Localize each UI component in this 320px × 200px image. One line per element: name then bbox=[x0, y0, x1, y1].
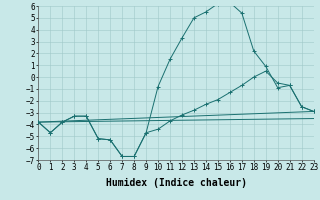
X-axis label: Humidex (Indice chaleur): Humidex (Indice chaleur) bbox=[106, 178, 246, 188]
